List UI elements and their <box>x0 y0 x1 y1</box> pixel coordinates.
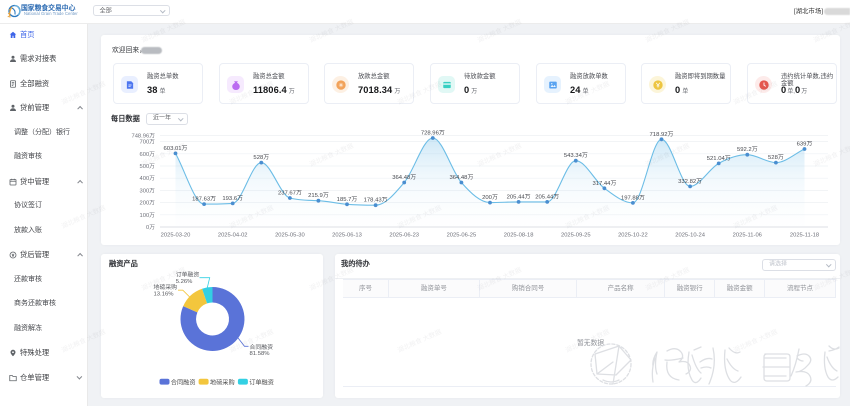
svg-text:订单融资: 订单融资 <box>176 271 200 279</box>
svg-text:2025-10-24: 2025-10-24 <box>675 233 705 239</box>
svg-text:528万: 528万 <box>768 154 784 161</box>
svg-text:5.26%: 5.26% <box>176 279 193 285</box>
svg-text:2025-10-22: 2025-10-22 <box>618 233 648 239</box>
svg-text:728.96万: 728.96万 <box>421 130 445 137</box>
svg-text:364.48万: 364.48万 <box>392 174 416 181</box>
svg-text:592.2万: 592.2万 <box>737 146 758 153</box>
svg-text:528万: 528万 <box>253 154 269 161</box>
svg-text:2025-08-18: 2025-08-18 <box>504 233 534 239</box>
svg-text:205.44万: 205.44万 <box>507 193 531 200</box>
svg-text:2025-04-02: 2025-04-02 <box>218 233 248 239</box>
svg-text:603.01万: 603.01万 <box>164 145 188 152</box>
svg-text:地磅采购: 地磅采购 <box>154 283 178 291</box>
svg-text:215.9万: 215.9万 <box>308 192 329 199</box>
svg-text:748.96万: 748.96万 <box>131 133 155 140</box>
svg-text:2025-09-25: 2025-09-25 <box>561 233 591 239</box>
svg-text:364.48万: 364.48万 <box>449 174 473 181</box>
svg-text:185.7万: 185.7万 <box>337 196 358 203</box>
svg-text:2025-06-23: 2025-06-23 <box>389 233 419 239</box>
svg-text:200万: 200万 <box>140 200 156 207</box>
svg-text:700万: 700万 <box>140 139 156 146</box>
svg-text:718.92万: 718.92万 <box>650 131 674 138</box>
svg-text:13.16%: 13.16% <box>154 292 175 298</box>
svg-text:187.63万: 187.63万 <box>192 196 216 203</box>
svg-text:521.04万: 521.04万 <box>707 155 731 162</box>
svg-text:197.88万: 197.88万 <box>621 194 645 201</box>
svg-text:2025-11-06: 2025-11-06 <box>733 233 762 239</box>
svg-text:300万: 300万 <box>140 187 156 194</box>
svg-text:200万: 200万 <box>482 194 498 201</box>
svg-text:600万: 600万 <box>140 151 156 158</box>
svg-text:317.44万: 317.44万 <box>592 180 616 187</box>
svg-text:2025-06-25: 2025-06-25 <box>447 233 477 239</box>
svg-text:178.43万: 178.43万 <box>364 197 388 204</box>
svg-text:205.44万: 205.44万 <box>535 193 559 200</box>
svg-text:193.6万: 193.6万 <box>222 195 243 202</box>
svg-text:400万: 400万 <box>140 175 156 182</box>
svg-text:639万: 639万 <box>797 141 813 148</box>
svg-text:332.82万: 332.82万 <box>678 178 702 185</box>
svg-text:500万: 500万 <box>140 163 156 170</box>
svg-text:2025-05-30: 2025-05-30 <box>275 233 305 239</box>
svg-text:合同融资: 合同融资 <box>250 343 274 351</box>
svg-text:237.67万: 237.67万 <box>278 190 302 197</box>
svg-text:0万: 0万 <box>146 224 155 231</box>
svg-text:地磅采购: 地磅采购 <box>210 379 235 387</box>
svg-text:543.34万: 543.34万 <box>564 152 588 159</box>
svg-text:2025-03-20: 2025-03-20 <box>161 233 191 239</box>
svg-text:100万: 100万 <box>140 212 156 219</box>
svg-text:2025-11-18: 2025-11-18 <box>790 233 819 239</box>
svg-text:81.58%: 81.58% <box>250 351 271 357</box>
svg-text:订单融资: 订单融资 <box>249 379 274 387</box>
svg-text:2025-06-13: 2025-06-13 <box>332 233 362 239</box>
svg-text:合同融资: 合同融资 <box>171 379 196 387</box>
